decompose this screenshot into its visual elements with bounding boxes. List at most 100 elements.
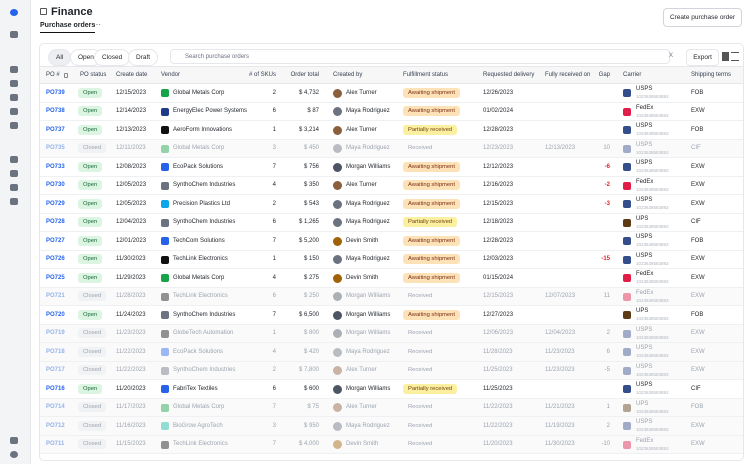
- create-date: 11/16/2023: [116, 422, 146, 429]
- nav-icon[interactable]: [10, 31, 18, 38]
- nav-icon[interactable]: [10, 108, 18, 115]
- create-button[interactable]: Create purchase order: [662, 8, 742, 27]
- table-row[interactable]: PO735 Closed 12/11/2023 Global Metals Corp 3…: [40, 139, 743, 158]
- filter-chip[interactable]: All: [48, 49, 72, 66]
- po-link[interactable]: PO730: [46, 182, 65, 188]
- nav-icon[interactable]: [10, 170, 18, 177]
- po-link[interactable]: PO718: [46, 348, 65, 355]
- sku-count: 2: [272, 200, 276, 207]
- po-link[interactable]: PO720: [46, 311, 65, 318]
- column-header[interactable]: Create date: [116, 72, 148, 78]
- po-link[interactable]: PO739: [46, 89, 65, 96]
- export-button[interactable]: Export: [686, 49, 719, 66]
- carrier: USPS: [636, 160, 653, 166]
- po-link[interactable]: PO721: [46, 293, 65, 299]
- created-by: Maya Rodriguez: [346, 219, 390, 225]
- nav-icon[interactable]: [10, 80, 18, 87]
- table-row[interactable]: PO711 Closed 11/15/2023 TechLink Electronic…: [40, 435, 743, 454]
- table-row[interactable]: PO738 Open 12/14/2023 EnergyElec Power Syst…: [40, 103, 743, 121]
- column-header[interactable]: Gap: [598, 72, 610, 78]
- filter-chip[interactable]: Closed: [94, 49, 131, 66]
- clear-search[interactable]: X: [668, 53, 673, 59]
- logo[interactable]: [10, 9, 18, 16]
- vendor: SynthoChem Industries: [173, 182, 236, 188]
- created-by: Alex Turner: [346, 404, 377, 410]
- filter-chip[interactable]: Draft: [128, 49, 159, 66]
- table-row[interactable]: PO714 Closed 11/17/2023 Global Metals Corp 7…: [40, 398, 743, 417]
- po-link[interactable]: PO727: [46, 237, 65, 244]
- column-header[interactable]: Shipping terms: [691, 72, 732, 78]
- avatar: [333, 107, 342, 116]
- po-link[interactable]: PO711: [46, 441, 65, 447]
- table-row[interactable]: PO730 Open 12/05/2023 SynthoChem Industries…: [40, 177, 743, 195]
- avatar: [333, 199, 342, 209]
- created-by: Devin Smith: [346, 274, 379, 281]
- list-view[interactable]: [731, 52, 739, 61]
- po-link[interactable]: PO714: [46, 404, 65, 410]
- carrier-icon: [623, 144, 631, 153]
- tab[interactable]: Purchase orders: [40, 22, 96, 33]
- po-link[interactable]: PO725: [46, 274, 65, 281]
- table-row[interactable]: PO726 Open 11/30/2023 TechLink Electronics 1…: [40, 251, 743, 269]
- column-header[interactable]: Carrier: [623, 72, 642, 78]
- table-row[interactable]: PO739 Open 12/15/2023 Global Metals Corp 2 $ …: [40, 84, 743, 103]
- tab-menu[interactable]: ···: [93, 20, 101, 29]
- table-row[interactable]: PO721 Closed 11/28/2023 TechLink Electronic…: [40, 287, 743, 306]
- po-link[interactable]: PO716: [46, 385, 65, 392]
- sku-count: 4: [272, 182, 276, 188]
- po-link[interactable]: PO717: [46, 367, 65, 373]
- po-link[interactable]: PO726: [46, 256, 65, 262]
- column-view[interactable]: [722, 52, 729, 61]
- user-avatar[interactable]: [10, 451, 18, 458]
- po-link[interactable]: PO712: [46, 422, 65, 429]
- nav-icon[interactable]: [10, 122, 18, 129]
- column-header[interactable]: PO #: [46, 72, 60, 78]
- fulfillment-pill: Partially received: [403, 383, 458, 394]
- table-row[interactable]: PO728 Open 12/04/2023 SynthoChem Industries…: [40, 214, 743, 232]
- po-link[interactable]: PO733: [46, 163, 65, 170]
- tracking-number: 1023638583893: [636, 112, 669, 118]
- po-link[interactable]: PO728: [46, 219, 65, 225]
- po-link[interactable]: PO719: [46, 330, 65, 336]
- table-row[interactable]: PO717 Closed 11/22/2023 SynthoChem Industri…: [40, 361, 743, 380]
- table-row[interactable]: PO712 Closed 11/16/2023 BioGrow AgroTech 3 $ …: [40, 417, 743, 436]
- create-date: 11/17/2023: [116, 404, 146, 410]
- table-row[interactable]: PO729 Open 12/05/2023 Precision Plastics Lt…: [40, 195, 743, 214]
- nav-icon[interactable]: [10, 198, 18, 205]
- table-row[interactable]: PO718 Closed 11/22/2023 EcoPack Solutions 4 $…: [40, 343, 743, 362]
- vendor: BioGrow AgroTech: [173, 422, 223, 429]
- po-link[interactable]: PO737: [46, 126, 65, 133]
- column-header[interactable]: Order total: [290, 72, 319, 78]
- nav-icon[interactable]: [10, 94, 18, 101]
- carrier-icon: [623, 311, 631, 319]
- column-header[interactable]: # of SKUs: [248, 72, 276, 78]
- table-row[interactable]: PO733 Open 12/08/2023 EcoPack Solutions 7 $ 7…: [40, 158, 743, 177]
- nav-icon[interactable]: [10, 156, 18, 163]
- table-row[interactable]: PO720 Open 11/24/2023 SynthoChem Industries…: [40, 306, 743, 325]
- filter-chip[interactable]: Open: [70, 49, 102, 66]
- table-row[interactable]: PO719 Closed 11/23/2023 GlobeTech Automatio…: [40, 324, 743, 343]
- nav-icon[interactable]: [10, 66, 18, 73]
- sort-icon[interactable]: [64, 73, 68, 78]
- carrier-icon: [623, 366, 631, 375]
- table-row[interactable]: PO725 Open 11/29/2023 Global Metals Corp 4 $ …: [40, 269, 743, 288]
- column-header[interactable]: Fully received on: [545, 72, 591, 78]
- settings-icon[interactable]: [10, 437, 18, 444]
- nav-icon[interactable]: [10, 184, 18, 191]
- column-header[interactable]: Requested delivery: [483, 72, 535, 78]
- column-header[interactable]: Created by: [333, 72, 363, 78]
- po-link[interactable]: PO729: [46, 200, 65, 207]
- po-link[interactable]: PO735: [46, 145, 65, 151]
- carrier-icon: [623, 107, 631, 116]
- search-input[interactable]: Search purchase orders: [170, 49, 670, 64]
- table-row[interactable]: PO727 Open 12/01/2023 TechCom Solutions 7 $ 5…: [40, 232, 743, 251]
- table-row[interactable]: PO737 Open 12/13/2023 AeroForm Innovations 1…: [40, 121, 743, 140]
- requested-delivery: 12/12/2023: [483, 163, 514, 170]
- column-header[interactable]: Fulfillment status: [403, 72, 449, 78]
- main: Finance Purchase orders ··· Create purch…: [30, 0, 750, 464]
- table-row[interactable]: PO716 Open 11/20/2023 FabriTex Textiles 6 $ 6…: [40, 380, 743, 399]
- column-header[interactable]: Vendor: [161, 72, 181, 78]
- po-link[interactable]: PO738: [46, 108, 65, 114]
- avatar: [333, 310, 342, 320]
- column-header[interactable]: PO status: [80, 72, 107, 78]
